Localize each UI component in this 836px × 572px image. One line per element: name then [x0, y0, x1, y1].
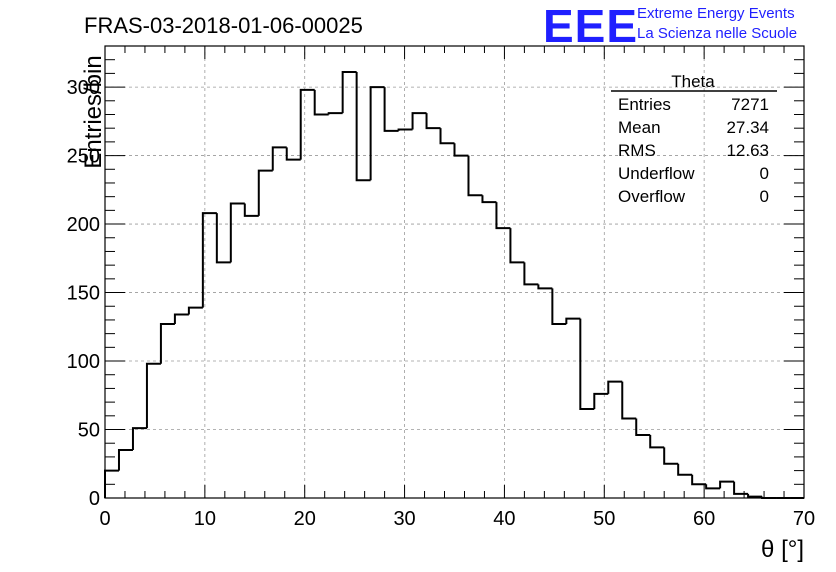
y-tick-label: 0 [89, 488, 100, 510]
histogram-bin [425, 113, 441, 130]
histogram-bin [285, 147, 301, 161]
histogram-bin [481, 195, 497, 204]
y-tick-label: 300 [67, 77, 100, 99]
stats-label: Underflow [618, 164, 695, 183]
x-tick-label: 30 [393, 508, 415, 530]
histogram-bin [159, 323, 175, 364]
stats-title: Theta [671, 72, 715, 91]
histogram-bin [733, 481, 749, 495]
histogram-bin [327, 112, 343, 115]
histogram-bin [215, 213, 231, 264]
histogram-bin [523, 262, 539, 286]
x-tick-label: 0 [99, 508, 110, 530]
histogram-bin [187, 306, 203, 315]
histogram-bin [537, 284, 553, 290]
histogram-bin [509, 228, 525, 264]
histogram-series [104, 71, 804, 499]
histogram-bin [201, 212, 217, 308]
histogram-bin [621, 381, 637, 420]
y-tick-label: 150 [67, 283, 100, 305]
histogram-bin [677, 463, 693, 476]
histogram-bin [299, 88, 315, 160]
chart-title: FRAS-03-2018-01-06-00025 [84, 13, 363, 38]
histogram-bin [705, 484, 721, 490]
plot-frame [104, 45, 805, 499]
x-tick-label: 50 [593, 508, 615, 530]
y-tick-label: 200 [67, 214, 100, 236]
histogram-bin [439, 128, 455, 145]
histogram-bin [593, 392, 609, 409]
histogram-bin [747, 493, 763, 498]
histogram-bin [397, 128, 413, 131]
stats-label: RMS [618, 141, 656, 160]
stats-value: 0 [760, 187, 769, 206]
y-tick-label: 50 [78, 420, 100, 442]
histogram-bin [313, 89, 329, 116]
histogram-bin [663, 447, 679, 465]
histogram-bin [453, 143, 469, 157]
histogram-bin [341, 71, 357, 114]
eee-logo-line1: Extreme Energy Events [637, 5, 795, 22]
x-tick-label: 40 [493, 508, 515, 530]
histogram-bin [131, 427, 147, 451]
histogram-bin [551, 288, 567, 326]
histogram-bin [229, 202, 245, 263]
histogram-bin [649, 434, 665, 449]
histogram-bin [271, 146, 287, 171]
stats-label: Entries [618, 95, 671, 114]
eee-logo-mark: EEE [543, 0, 638, 52]
x-axis-title: θ [°] [761, 536, 804, 563]
stats-value: 27.34 [726, 118, 769, 137]
histogram-bin [117, 449, 133, 471]
histogram-bin [411, 112, 427, 130]
stats-value: 12.63 [726, 141, 769, 160]
stats-box: Theta Entries 7271 Mean 27.34 RMS 12.63 Underf… [611, 72, 777, 206]
axis-ticks [104, 45, 805, 499]
histogram-bin [355, 72, 371, 182]
x-tick-label: 70 [793, 508, 815, 530]
histogram-bin [173, 313, 189, 325]
histogram-bin [635, 418, 651, 436]
histogram-bin [257, 169, 273, 216]
y-axis-title: Entries/bin [80, 55, 107, 168]
stats-label: Overflow [618, 187, 686, 206]
stats-value: 7271 [731, 95, 769, 114]
histogram-bin [579, 318, 595, 410]
histogram-bin [719, 480, 735, 489]
histogram-bin [691, 474, 707, 486]
histogram-bin [383, 87, 399, 132]
histogram-bin [243, 203, 259, 217]
histogram-bin [145, 362, 161, 429]
histogram-bin [607, 380, 623, 394]
tick-labels: 0 10 20 30 40 50 60 70 0 50 100 150 200 250 300 [67, 77, 816, 530]
histogram-bin [495, 202, 511, 230]
stats-rows: Entries 7271 Mean 27.34 RMS 12.63 Underflow 0 Ov… [618, 95, 769, 206]
histogram-bin [565, 317, 581, 325]
eee-logo-line2: La Scienza nelle Scuole [637, 25, 797, 42]
x-tick-label: 10 [194, 508, 216, 530]
x-tick-label: 60 [693, 508, 715, 530]
histogram-bin [467, 155, 483, 197]
y-tick-label: 100 [67, 351, 100, 373]
histogram-bin [369, 86, 385, 181]
eee-logo: EEE Extreme Energy Events La Scienza nel… [543, 0, 797, 52]
grid-lines [105, 46, 804, 498]
y-tick-label: 250 [67, 146, 100, 168]
stats-value: 0 [760, 164, 769, 183]
x-tick-label: 20 [294, 508, 316, 530]
stats-label: Mean [618, 118, 661, 137]
